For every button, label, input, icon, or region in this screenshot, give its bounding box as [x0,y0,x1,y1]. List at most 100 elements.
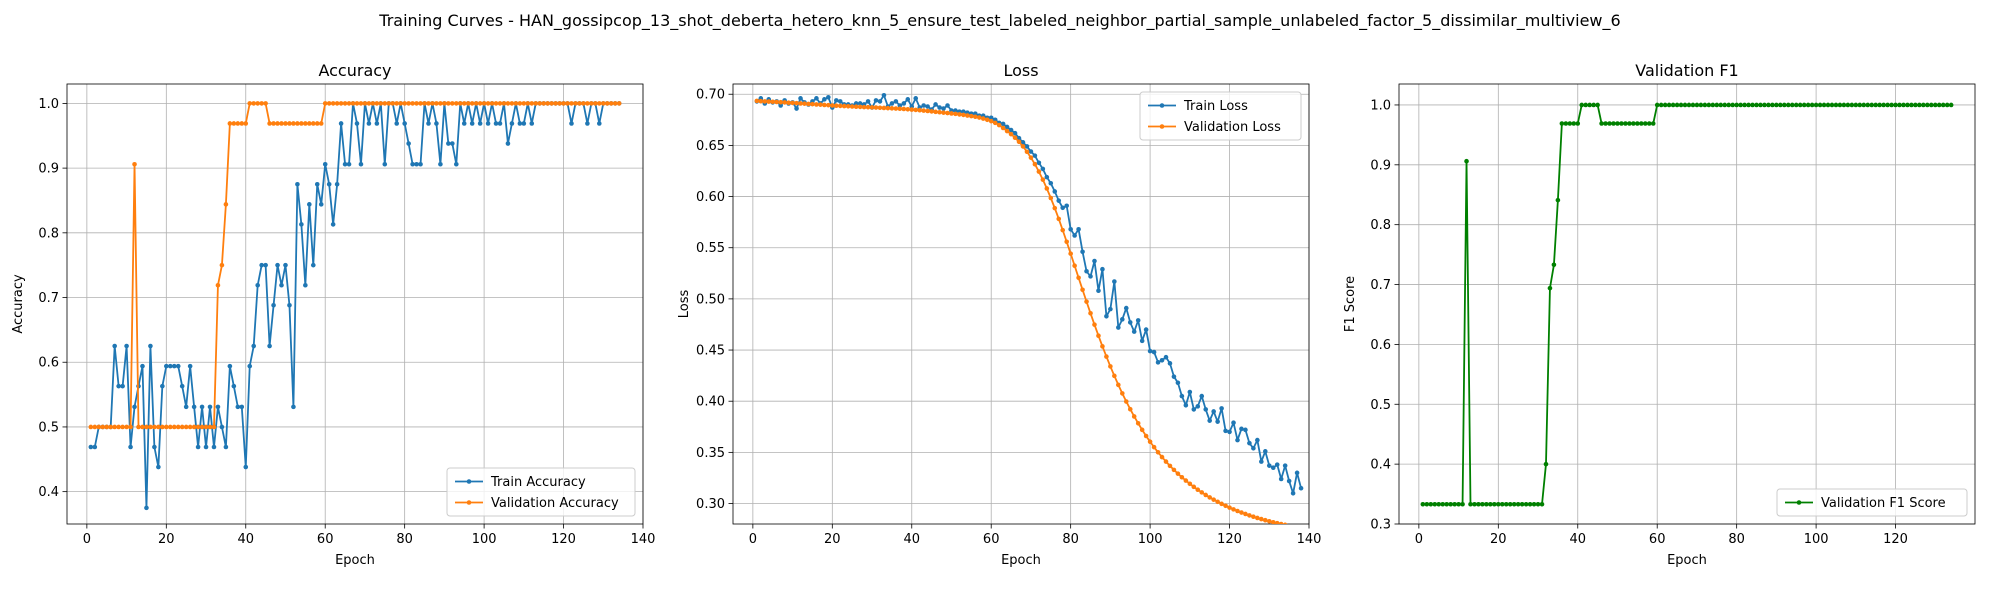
data-point [1179,474,1185,480]
data-point [235,404,241,410]
x-tick-label: 120 [1883,532,1908,547]
data-point [561,101,566,106]
y-tick-label: 0.35 [696,446,725,461]
data-point [454,101,459,106]
data-point [1758,102,1763,108]
data-point [485,121,491,126]
data-point [857,104,863,110]
data-point [1658,102,1664,108]
data-point [988,118,994,124]
data-point [1147,439,1153,445]
data-point [430,101,435,106]
data-point [1734,102,1739,108]
data-point [770,99,776,105]
data-point [945,103,950,108]
data-point [1944,102,1950,108]
data-point [525,101,531,106]
data-point [1595,102,1600,108]
y-tick-label: 0.9 [1370,158,1391,173]
data-point [1611,121,1616,126]
data-point [921,103,926,108]
data-point [267,121,272,126]
data-point [402,121,407,126]
data-point [865,104,871,110]
data-point [569,101,574,106]
data-point [1235,437,1240,443]
y-tick-label: 0.4 [38,485,59,500]
data-point [362,101,368,106]
data-point [1805,102,1811,108]
data-point [326,181,332,187]
data-point [1635,121,1640,126]
y-tick-label: 0.45 [696,344,725,359]
data-point [1762,102,1767,108]
data-point [461,101,467,106]
data-point [450,141,455,146]
chart-1: 0 20 40 60 80 100 120 140 0.4 0.5 0.6 0.7 0.8 0.9 1.0 A… [11,61,655,568]
data-point [1096,333,1101,339]
data-point [215,282,221,288]
x-tick-label: 0 [83,532,91,547]
data-point [865,99,871,104]
data-point [148,424,153,430]
data-point [1207,495,1212,500]
data-point [992,120,998,126]
x-tick-label: 80 [1062,532,1079,547]
data-point [1048,180,1054,186]
data-point [493,101,499,106]
data-point [271,121,276,126]
data-point [410,161,415,167]
data-point [869,105,875,110]
data-point [1076,227,1081,232]
data-point [901,106,907,112]
data-point [517,121,523,126]
data-point [140,424,145,430]
data-point [881,92,887,98]
data-point [1274,462,1280,467]
data-point [612,101,618,106]
data-point [287,302,292,308]
data-point [1492,501,1497,507]
data-point [1452,501,1457,507]
chart-title: Loss [1003,61,1038,80]
series-2 [754,98,1288,524]
data-point [275,121,280,126]
data-point [1925,102,1930,108]
data-point [565,101,570,106]
data-point [505,141,511,146]
data-point [469,121,475,126]
data-point [1064,239,1069,245]
data-point [1642,121,1648,126]
y-tick-label: 1.0 [1370,98,1391,113]
data-point [1227,505,1232,510]
data-point [136,424,141,430]
data-point [1698,102,1704,108]
data-point [1080,249,1085,255]
data-point [873,98,879,103]
data-point [881,105,887,111]
data-point [1456,501,1461,507]
data-point [1738,102,1743,108]
data-point [953,108,958,113]
data-point [334,101,340,106]
data-point [414,101,419,106]
data-point [1551,262,1557,268]
data-point [529,101,535,106]
x-tick-label: 0 [1415,532,1423,547]
data-point [1678,102,1684,108]
data-point [263,262,268,268]
data-point [1897,102,1902,108]
data-point [1247,440,1252,446]
data-point [1139,338,1145,344]
data-point [1215,419,1220,424]
data-point [326,101,332,106]
data-point [132,161,137,167]
data-point [1000,121,1006,127]
data-point [1116,325,1121,330]
data-point [1535,501,1541,507]
data-point [497,101,503,106]
data-point [905,97,911,102]
data-point [1044,174,1050,180]
data-point [1627,121,1632,126]
